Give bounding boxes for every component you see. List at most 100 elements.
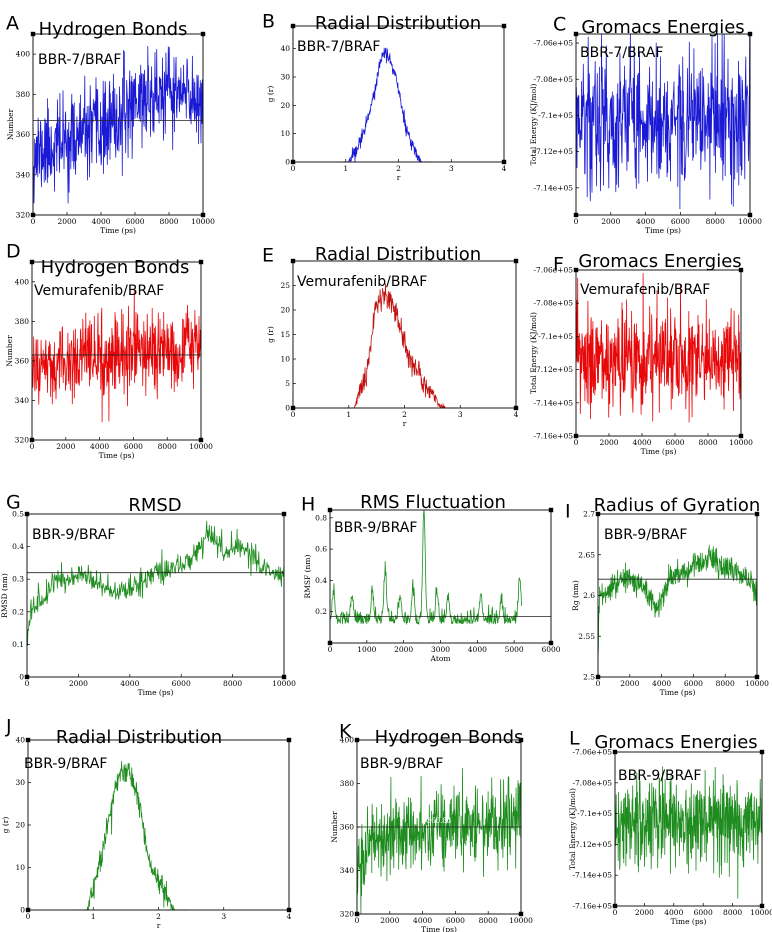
y-axis-label: g (r) — [266, 326, 275, 343]
y-tick-label: 360 — [16, 130, 31, 139]
series-line — [32, 46, 204, 204]
y-tick-label: 0 — [19, 673, 24, 682]
y-axis-label: g (r) — [1, 817, 10, 834]
y-tick-label: 20 — [280, 101, 290, 110]
y-tick-label: 30 — [280, 73, 290, 82]
x-tick-label: 10000 — [191, 217, 215, 226]
frame-corner-marker — [518, 737, 524, 743]
x-tick-label: 2000 — [69, 679, 88, 688]
x-tick-label: 4 — [514, 410, 519, 419]
x-tick-label: 6000 — [172, 679, 191, 688]
panel-a: A Hydrogen Bonds 0 2000 4000 6000 8000 10000 320… — [6, 13, 215, 236]
x-tick-label: 0 — [25, 679, 30, 688]
y-tick-label: 320 — [15, 436, 30, 445]
y-tick-label: 20 — [15, 821, 25, 830]
x-tick-label: 2000 — [620, 679, 639, 688]
plot-frame — [614, 751, 763, 907]
x-tick-label: 0 — [613, 908, 618, 917]
x-tick-label: 4000 — [636, 217, 655, 226]
panel-title: Radial Distribution — [315, 244, 481, 265]
x-axis-label: Time (ps) — [99, 451, 135, 460]
panel-subtitle: Vemurafenib/BRAF — [297, 274, 427, 290]
x-tick-label: 10000 — [509, 916, 533, 925]
y-tick-label: -7.16e+05 — [573, 902, 613, 911]
y-tick-label: -7.06e+05 — [534, 39, 574, 48]
y-tick-label: -7.06e+05 — [573, 748, 613, 757]
panel-title: RMSD — [128, 495, 181, 516]
frame-corner-marker — [573, 31, 579, 37]
x-tick-label: 10000 — [729, 438, 753, 447]
x-axis-label: Time (ps) — [100, 226, 136, 235]
frame-corner-marker — [290, 258, 296, 264]
y-axis-label: Rg (nm) — [571, 580, 580, 611]
y-tick-label: 320 — [340, 910, 355, 919]
y-axis-label: Total Energy (KJ/mol) — [568, 788, 577, 870]
panel-subtitle: BBR-7/BRAF — [297, 39, 380, 55]
x-axis-label: Time (ps) — [641, 447, 677, 456]
y-tick-label: 0.4 — [12, 542, 24, 551]
y-tick-label: 0.3 — [12, 575, 24, 584]
x-tick-label: 6000 — [665, 438, 684, 447]
series-line — [575, 33, 751, 210]
frame-corner-marker — [759, 749, 765, 755]
panel-letter: L — [569, 728, 580, 750]
plot-frame — [575, 269, 742, 437]
x-tick-label: 10000 — [745, 679, 769, 688]
x-tick-label: 1 — [343, 164, 348, 173]
plot-frame — [575, 33, 751, 216]
series-line — [337, 47, 433, 163]
y-axis-label: Number — [5, 335, 14, 367]
y-axis-label: Total Energy (KJ/mol) — [529, 312, 538, 394]
x-tick-label: 6000 — [541, 645, 560, 654]
frame-corner-marker — [281, 511, 287, 517]
x-tick-label: 10000 — [272, 679, 296, 688]
panel-subtitle: Vemurafenib/BRAF — [34, 283, 164, 299]
y-tick-label: 20 — [280, 306, 290, 315]
y-tick-label: -7.08e+05 — [534, 75, 574, 84]
y-tick-label: 2.5 — [583, 673, 595, 682]
y-tick-label: 400 — [340, 736, 355, 745]
x-tick-label: 2000 — [601, 217, 620, 226]
plot-frame — [26, 513, 285, 678]
plot-frame — [32, 33, 204, 216]
x-tick-label: 4 — [287, 912, 292, 921]
x-tick-label: 1 — [91, 912, 96, 921]
y-tick-label: 0.2 — [315, 607, 327, 616]
x-tick-label: 6000 — [671, 217, 690, 226]
x-tick-label: 8000 — [223, 679, 242, 688]
panel-subtitle: BBR-9/BRAF — [32, 527, 115, 543]
frame-corner-marker — [200, 31, 206, 37]
x-tick-label: 0 — [328, 645, 333, 654]
panel-d: D Hydrogen Bonds 0 2000 4000 6000 8000 10000 320… — [5, 241, 213, 461]
x-tick-label: 4000 — [120, 679, 139, 688]
y-tick-label: 0.6 — [315, 545, 327, 554]
x-tick-label: 6000 — [446, 916, 465, 925]
x-tick-label: 2000 — [380, 916, 399, 925]
frame-corner-marker — [548, 507, 554, 513]
y-tick-label: 360 — [15, 356, 30, 365]
frame-corner-marker — [286, 737, 292, 743]
average-value-label: 360.83 — [427, 817, 452, 825]
y-tick-label: -7.06e+05 — [534, 266, 574, 275]
y-tick-label: -7.1e+05 — [538, 111, 573, 120]
x-tick-label: 0 — [26, 912, 31, 921]
x-tick-label: 0 — [30, 442, 35, 451]
y-tick-label: 0 — [285, 404, 290, 413]
x-axis-label: r — [397, 173, 401, 182]
y-tick-label: 340 — [16, 170, 31, 179]
y-tick-label: 0 — [285, 158, 290, 167]
panel-title: Gromacs Energies — [578, 251, 741, 272]
series-line — [614, 766, 763, 899]
x-tick-label: 2000 — [394, 645, 413, 654]
x-tick-label: 3 — [449, 164, 454, 173]
panel-letter: A — [6, 13, 19, 35]
panel-letter: D — [6, 241, 21, 263]
y-tick-label: 40 — [280, 44, 290, 53]
x-tick-label: 0 — [355, 916, 360, 925]
panel-subtitle: BBR-7/BRAF — [38, 52, 121, 68]
y-tick-label: -7.14e+05 — [534, 398, 574, 407]
y-tick-label: 2.6 — [583, 591, 595, 600]
y-axis-label: Number — [330, 811, 339, 843]
frame-corner-marker — [327, 507, 333, 513]
